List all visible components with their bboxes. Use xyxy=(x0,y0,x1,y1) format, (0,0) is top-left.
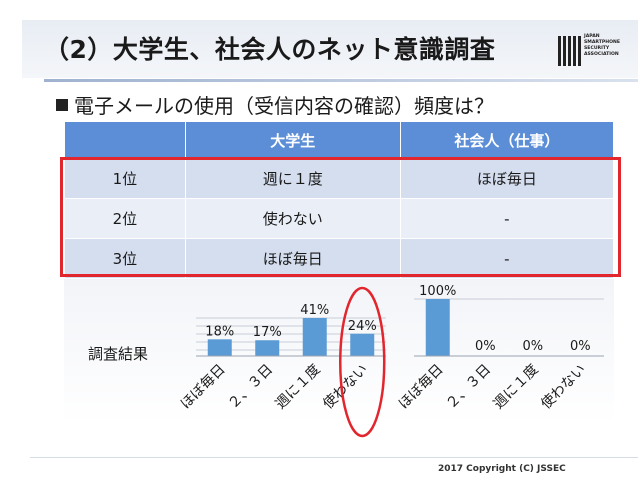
rank-cell: 3位 xyxy=(64,238,186,279)
data-label: 0% xyxy=(475,339,496,354)
tick-label: ２、３日 xyxy=(225,362,276,413)
result-label: 調査結果 xyxy=(88,345,149,363)
top3-highlight-box xyxy=(60,157,621,277)
data-label: 0% xyxy=(522,339,543,354)
table-row: 3位 ほぼ毎日 - xyxy=(64,238,615,279)
worker-cell: - xyxy=(399,238,615,279)
logo-bars-icon xyxy=(558,36,582,66)
bar xyxy=(207,339,232,356)
data-label: 0% xyxy=(570,339,591,354)
bar xyxy=(350,333,375,356)
table-row: 2位 使わない - xyxy=(64,198,615,239)
worker-cell: - xyxy=(399,198,615,239)
data-label: 41% xyxy=(300,303,329,318)
table-header-row: 大学生 社会人（仕事） xyxy=(64,121,615,159)
student-cell: 使わない xyxy=(184,198,401,239)
logo-line: JAPAN xyxy=(584,34,600,39)
title-band xyxy=(22,20,638,78)
tick-label: 使わない xyxy=(537,361,589,413)
jssec-logo: JAPAN SMARTPHONE SECURITY ASSOCIATION xyxy=(558,34,634,70)
data-label: 17% xyxy=(253,325,282,340)
logo-line: SECURITY xyxy=(584,46,610,51)
footer-line xyxy=(30,457,638,458)
student-cell: ほぼ毎日 xyxy=(184,238,401,279)
table-header-workers: 社会人（仕事） xyxy=(399,121,615,159)
table-row: 1位 週に１度 ほぼ毎日 xyxy=(64,158,615,199)
bullet-square-icon xyxy=(56,99,68,111)
bar xyxy=(425,299,450,356)
student-cell: 週に１度 xyxy=(184,158,401,199)
question-bullet: 電子メールの使用（受信内容の確認）頻度は？ xyxy=(56,90,494,119)
ranking-table: 大学生 社会人（仕事） 1位 週に１度 ほぼ毎日 2位 使わない - 3位 ほぼ… xyxy=(64,121,615,279)
slide-title: （2）大学生、社会人のネット意識調査 xyxy=(44,35,496,64)
results-panel xyxy=(64,279,614,424)
data-label: 24% xyxy=(348,319,377,334)
tick-label: 週に１度 xyxy=(491,362,542,413)
logo-line: SMARTPHONE xyxy=(584,40,620,45)
data-label: 100% xyxy=(419,284,456,299)
bar xyxy=(255,340,280,356)
table-header-students: 大学生 xyxy=(184,121,401,159)
tick-label: 週に１度 xyxy=(273,362,324,413)
data-label: 18% xyxy=(205,324,234,339)
rank-cell: 1位 xyxy=(64,158,186,199)
copyright: 2017 Copyright (C) JSSEC xyxy=(438,464,566,474)
logo-line: ASSOCIATION xyxy=(584,52,619,57)
tick-label: ほぼ毎日 xyxy=(178,362,229,413)
tick-label: ２、３日 xyxy=(443,362,494,413)
tick-label: ほぼ毎日 xyxy=(396,362,447,413)
logo-text: JAPAN SMARTPHONE SECURITY ASSOCIATION xyxy=(584,34,620,58)
worker-cell: ほぼ毎日 xyxy=(399,158,615,199)
circled-category-highlight xyxy=(339,286,386,438)
bar xyxy=(302,318,327,356)
title-underline xyxy=(44,79,638,82)
question-text: 電子メールの使用（受信内容の確認）頻度は？ xyxy=(74,94,494,118)
